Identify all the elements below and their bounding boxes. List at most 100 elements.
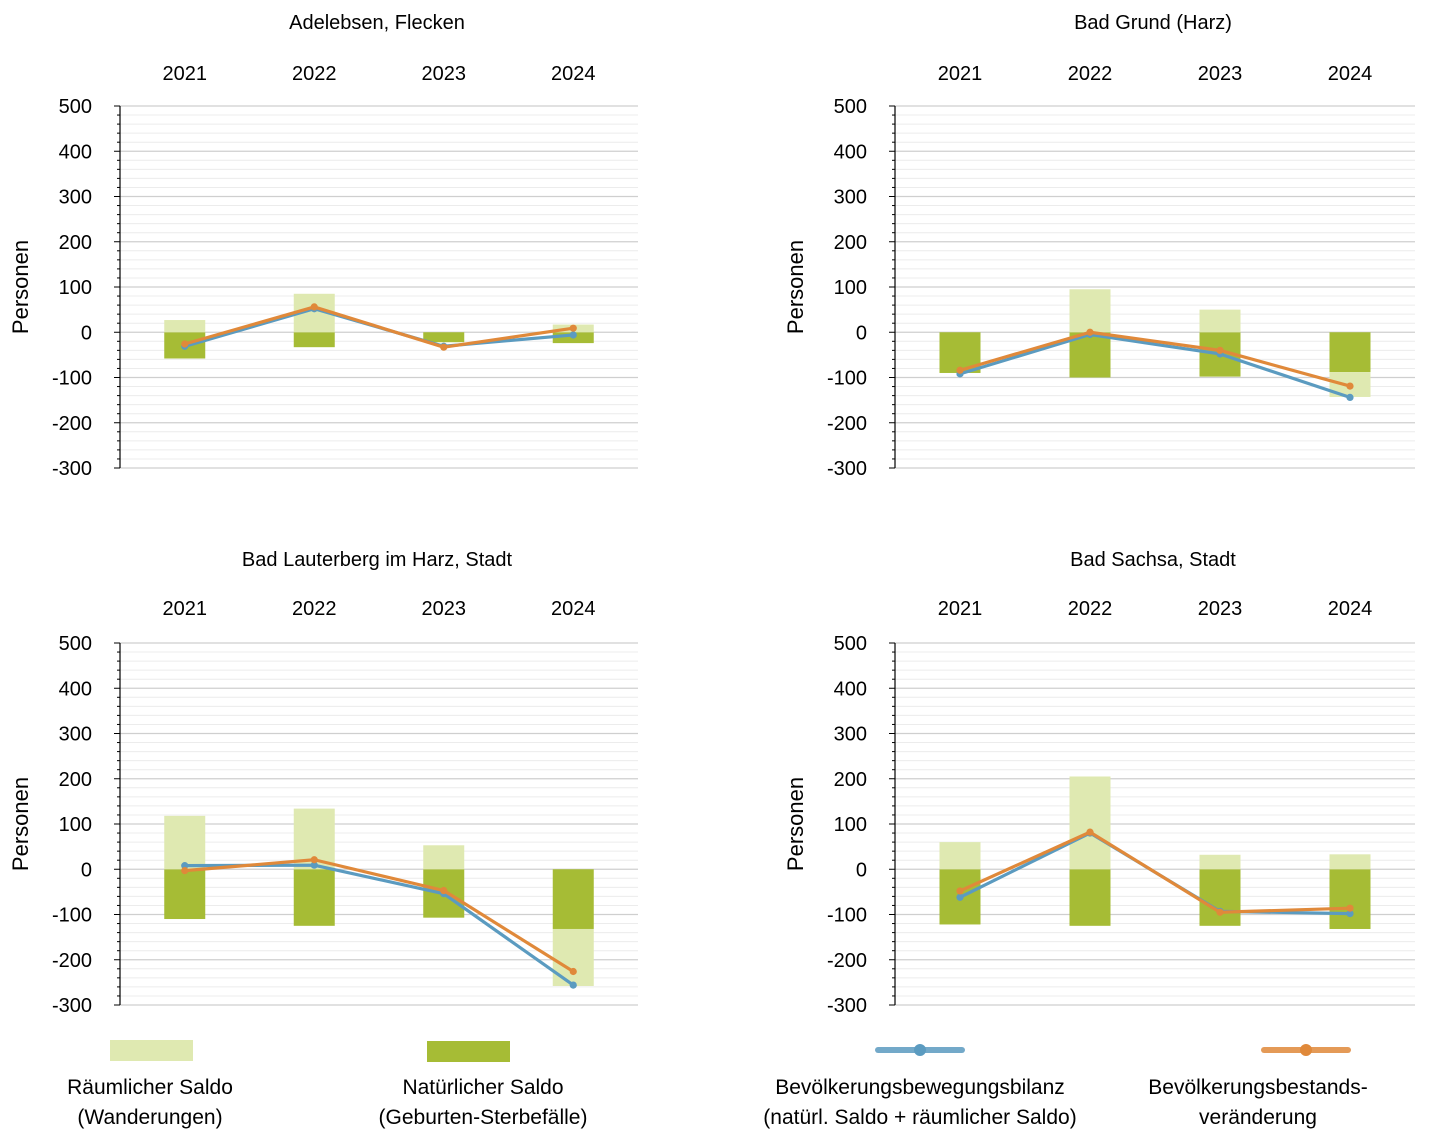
y-tick-label: 500: [834, 633, 867, 655]
x-tick-label: 2024: [551, 598, 596, 620]
y-axis-label: Personen: [8, 240, 33, 334]
chart-title: Adelebsen, Flecken: [289, 12, 465, 34]
y-tick-label: -200: [52, 950, 92, 972]
x-tick-label: 2024: [551, 63, 596, 85]
x-tick-label: 2022: [292, 598, 337, 620]
y-tick-label: -200: [52, 413, 92, 435]
bar: [939, 842, 981, 870]
series-point: [1216, 346, 1224, 354]
x-tick-label: 2021: [163, 63, 208, 85]
legend-swatch-bewegungsbilanz: [875, 1044, 965, 1056]
y-tick-label: -300: [827, 995, 867, 1017]
chart-panel-3: 500 400 300 200 100 0 -100 -200 -300 2021 2022 2023…: [783, 549, 1415, 1017]
bar: [1199, 869, 1241, 926]
y-tick-label: 400: [834, 141, 867, 163]
y-tick-label: 200: [834, 769, 867, 791]
x-tick-label: 2021: [938, 598, 983, 620]
y-tick-label: 500: [59, 96, 92, 118]
legend-item-natuerlicher-saldo: Natürlicher Saldo (Geburten-Sterbefälle): [303, 1030, 663, 1130]
bar: [552, 928, 594, 986]
bar: [1329, 869, 1371, 929]
x-tick-label: 2022: [292, 63, 337, 85]
y-tick-label: 0: [81, 859, 92, 881]
y-tick-label: 500: [59, 633, 92, 655]
x-tick-label: 2024: [1328, 598, 1373, 620]
bar: [1069, 289, 1111, 333]
series-line: [184, 858, 575, 973]
legend-swatch-bestandsveraenderung: [1261, 1044, 1351, 1056]
series-point: [956, 887, 964, 895]
series-point: [1346, 909, 1354, 918]
y-axis-label: Personen: [783, 777, 808, 871]
bar: [1329, 332, 1371, 373]
bar: [423, 332, 465, 343]
bar: [1199, 309, 1241, 333]
series-line: [959, 830, 1351, 914]
y-tick-label: 100: [59, 277, 92, 299]
series-point: [569, 981, 577, 989]
chart-title: Bad Grund (Harz): [1074, 12, 1232, 34]
series-point: [310, 861, 318, 869]
x-tick-label: 2024: [1328, 63, 1373, 85]
series-point: [1346, 382, 1354, 390]
y-axis-label: Personen: [783, 240, 808, 334]
y-tick-label: 400: [59, 678, 92, 700]
bar: [423, 845, 465, 870]
series-point: [440, 343, 448, 351]
y-tick-label: 100: [834, 814, 867, 836]
bar: [293, 869, 335, 926]
y-axis-label: Personen: [8, 777, 33, 871]
x-tick-label: 2022: [1068, 63, 1113, 85]
y-tick-label: -100: [52, 905, 92, 927]
series-point: [440, 886, 448, 895]
series-point: [569, 967, 577, 976]
x-tick-label: 2022: [1068, 598, 1113, 620]
y-tick-label: 100: [834, 277, 867, 299]
y-tick-label: 200: [59, 232, 92, 254]
y-tick-label: 300: [59, 187, 92, 209]
bar: [164, 320, 206, 333]
chart-panel-0: 500 400 300 200 100 0 -100 -200 -300 2021 2022 2023…: [8, 12, 638, 480]
chart-panel-1: 500 400 300 200 100 0 -100 -200 -300 2021 2022 2023…: [783, 12, 1415, 480]
bar: [1329, 854, 1371, 870]
legend-label-natuerlicher-saldo: Natürlicher Saldo (Geburten-Sterbefälle): [378, 1076, 588, 1129]
series-line: [184, 863, 575, 987]
y-tick-label: 400: [59, 141, 92, 163]
series-point: [1346, 904, 1354, 912]
y-tick-label: 400: [834, 678, 867, 700]
y-tick-label: -100: [827, 905, 867, 927]
y-tick-label: -100: [827, 368, 867, 390]
legend-label-bestandsveraenderung: Bevölkerungsbestands- veränderung: [1148, 1076, 1368, 1129]
series-point: [956, 893, 964, 901]
series-point: [1216, 908, 1224, 916]
series-line: [959, 330, 1351, 388]
x-tick-label: 2021: [163, 598, 208, 620]
y-tick-label: -300: [52, 995, 92, 1017]
x-tick-label: 2023: [1198, 598, 1243, 620]
legend-item-raeumlicher-saldo: Räumlicher Saldo (Wanderungen): [0, 1030, 330, 1130]
legend-label-bewegungsbilanz: Bevölkerungsbewegungsbilanz (natürl. Sal…: [763, 1076, 1077, 1129]
chart-title: Bad Sachsa, Stadt: [1070, 549, 1236, 571]
y-tick-label: 500: [834, 96, 867, 118]
y-tick-label: 300: [834, 187, 867, 209]
bar: [164, 815, 206, 870]
y-tick-label: -100: [52, 368, 92, 390]
y-tick-label: 100: [59, 814, 92, 836]
series-point: [1086, 828, 1094, 836]
series-point: [569, 324, 577, 332]
series-line: [959, 332, 1351, 399]
chart-title: Bad Lauterberg im Harz, Stadt: [242, 549, 513, 571]
y-tick-label: -200: [827, 950, 867, 972]
bar: [1069, 776, 1111, 870]
y-tick-label: -300: [52, 458, 92, 480]
y-tick-label: 0: [856, 322, 867, 344]
x-tick-label: 2023: [422, 63, 467, 85]
y-tick-label: 0: [81, 322, 92, 344]
x-tick-label: 2023: [1198, 63, 1243, 85]
series-point: [181, 340, 189, 348]
bar: [552, 869, 594, 929]
x-tick-label: 2021: [938, 63, 983, 85]
series-point: [310, 856, 318, 864]
